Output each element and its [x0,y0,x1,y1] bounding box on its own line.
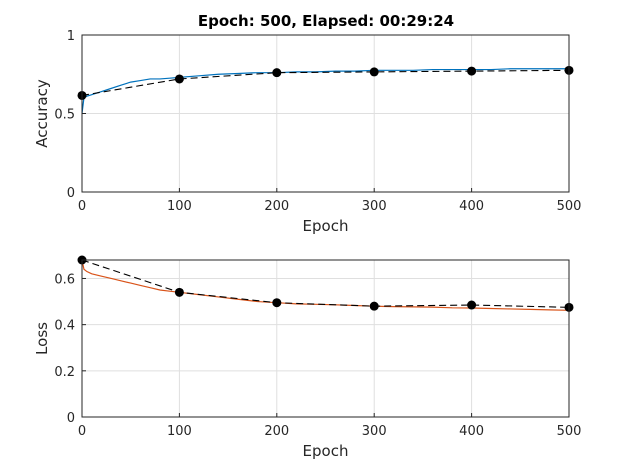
loss-axes-box [81,259,570,418]
loss-series-training [81,259,570,311]
accuracy-y-tick-label: 0.5 [54,108,75,123]
accuracy-x-tick-label: 300 [362,199,387,214]
loss-validation-point [174,287,184,297]
loss-x-tick-label: 0 [78,424,86,439]
loss-x-axis-label: Epoch [303,442,349,460]
accuracy-validation-point [369,67,379,77]
loss-validation-point [272,298,282,308]
accuracy-training-line [81,68,569,114]
accuracy-y-tick-label: 0 [67,186,75,201]
loss-y-tick-label: 0.6 [54,272,75,287]
loss-plot-area [82,260,569,417]
loss-validation-point [369,301,379,311]
loss-training-line [81,259,570,311]
accuracy-x-axis-label: Epoch [303,217,349,235]
loss-y-tick-label: 0.4 [54,319,75,334]
accuracy-validation-point [272,68,282,78]
loss-axes: 0 100 200 300 400 500 0 0.2 0.4 0.6 Epoch Loss [33,255,582,460]
accuracy-x-tick-label: 100 [167,199,192,214]
accuracy-series-validation [77,65,574,100]
accuracy-x-tick-label: 0 [78,199,86,214]
loss-y-axis-label: Loss [33,322,51,355]
loss-x-tick-label: 500 [557,424,582,439]
loss-y-tick-label: 0 [67,411,75,426]
loss-x-tick-label: 300 [362,424,387,439]
accuracy-x-tick-label: 500 [557,199,582,214]
loss-y-tick-label: 0.2 [54,365,75,380]
loss-x-tick-label: 100 [167,424,192,439]
loss-validation-point [467,300,477,310]
accuracy-y-axis-label: Accuracy [33,79,51,148]
accuracy-validation-line [81,69,570,96]
loss-validation-line [81,259,570,308]
accuracy-axes: 0 100 200 300 400 500 0 0.5 1 Epoch Accuracy [33,29,581,235]
accuracy-x-tick-label: 400 [459,199,484,214]
accuracy-y-tick-label: 1 [67,29,75,44]
accuracy-series-training [81,68,569,114]
accuracy-validation-point [467,66,477,76]
accuracy-x-tick-label: 200 [264,199,289,214]
loss-x-tick-label: 200 [264,424,289,439]
figure-title: Epoch: 500, Elapsed: 00:29:24 [198,12,454,30]
accuracy-validation-point [174,74,184,84]
loss-x-tick-label: 400 [459,424,484,439]
